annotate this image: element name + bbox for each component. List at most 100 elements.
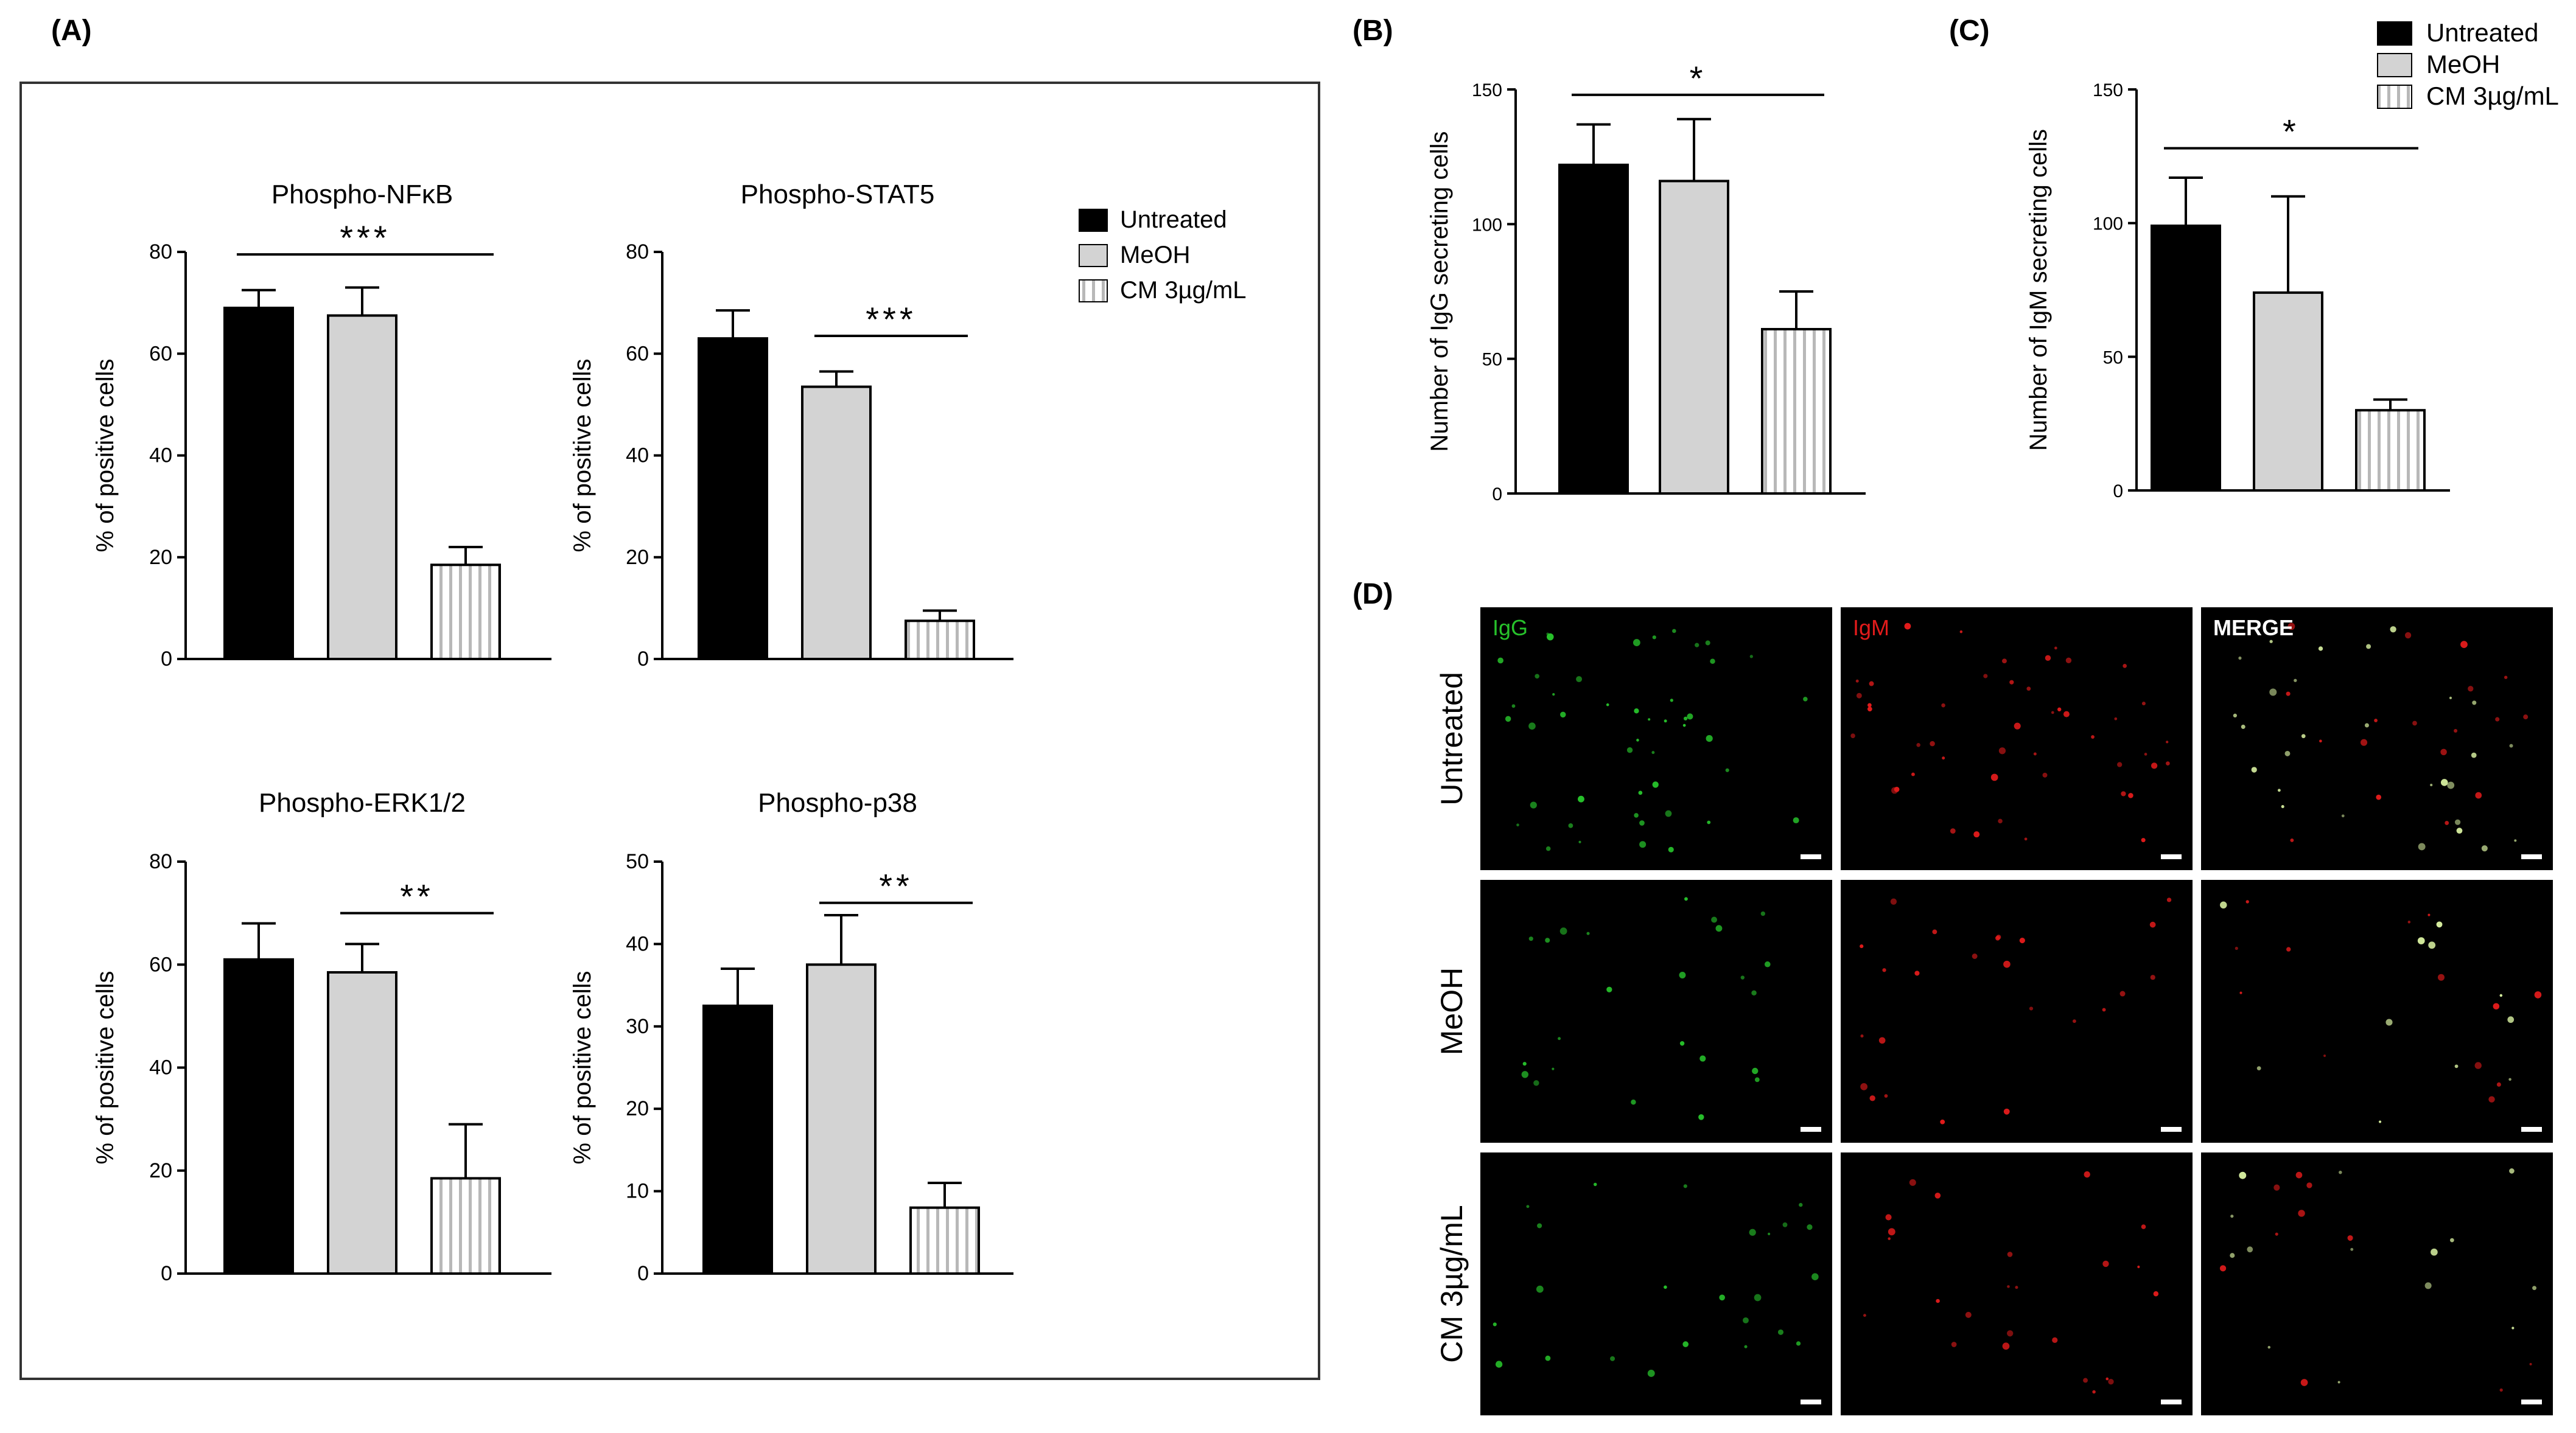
cell-spot	[1936, 1299, 1940, 1303]
cell-spot	[2287, 622, 2295, 630]
cell-spot	[2137, 1265, 2140, 1269]
y-tick-label: 100	[1472, 215, 1502, 235]
legend-bc-swatch-cm	[2377, 85, 2412, 109]
cell-spot	[2294, 678, 2297, 682]
cell-spot	[2430, 784, 2433, 787]
cell-spot	[1665, 810, 1672, 817]
cell-spot	[2245, 900, 2249, 904]
y-tick-label: 0	[2113, 481, 2123, 501]
cell-spot	[2091, 735, 2095, 739]
y-tick-label: 0	[1492, 484, 1502, 504]
cell-spot	[1631, 1100, 1636, 1105]
cell-spot	[2390, 626, 2396, 633]
cell-spot	[1684, 897, 1688, 901]
cell-spot	[1606, 986, 1612, 992]
cell-spot	[2514, 839, 2517, 842]
cell-spot	[2360, 739, 2368, 746]
cell-spot	[1578, 840, 1581, 843]
cell-spot	[2298, 1210, 2305, 1217]
cell-spot	[1725, 768, 1729, 772]
y-tick-label: 100	[2093, 214, 2123, 234]
cell-spot	[2493, 1003, 2500, 1010]
cell-spot	[2026, 686, 2031, 691]
cell-spot	[2015, 1286, 2018, 1289]
cell-spot	[2239, 1171, 2247, 1179]
significance-label: ***	[866, 300, 916, 338]
cell-spot	[2509, 1168, 2515, 1174]
cell-spot	[1803, 697, 1808, 702]
cell-spot	[2065, 657, 2072, 664]
cell-spot	[2051, 711, 2054, 714]
cell-spot	[1754, 1077, 1760, 1083]
cell-spot	[2323, 1054, 2326, 1058]
cell-spot	[1668, 846, 1674, 852]
cell-spot	[1633, 639, 1640, 646]
cell-spot	[2003, 1108, 2010, 1115]
cell-spot	[1516, 823, 1519, 827]
chart-igm-secreting: Number of IgM secreting cells 0 50 100 150 *	[2025, 80, 2450, 501]
legend-a-swatch-meoh	[1079, 244, 1108, 267]
cell-spot	[1521, 1071, 1529, 1078]
bar-cm	[905, 619, 975, 660]
cell-spot	[1552, 692, 1555, 696]
cell-spot	[1710, 658, 1715, 664]
y-tick-label: 80	[149, 850, 172, 873]
y-tick-label: 40	[626, 444, 649, 467]
chart-phospho-stat5: Phospho-STAT5 % of positive cells 0 20 40 60 8…	[569, 180, 1013, 671]
cell-spot	[2019, 937, 2025, 944]
cell-spot	[2235, 946, 2238, 950]
y-tick-label: 0	[161, 647, 172, 671]
cell-spot	[2123, 663, 2127, 668]
micrograph-column-label: IgM	[1853, 615, 1889, 640]
y-tick-label: 20	[149, 1159, 172, 1182]
micrograph-image	[2201, 607, 2553, 870]
cell-spot	[1493, 1322, 1497, 1327]
cell-spot	[2509, 744, 2513, 748]
legend-bc-label-cm: CM 3µg/mL	[2426, 82, 2559, 110]
cell-spot	[1511, 704, 1516, 708]
cell-spot	[1914, 971, 1920, 976]
cell-spot	[1648, 718, 1651, 721]
cell-spot	[1545, 938, 1550, 943]
cell-spot	[1867, 703, 1872, 708]
cell-spot	[1670, 699, 1673, 702]
y-tick-label: 50	[626, 850, 649, 873]
scale-bar	[2161, 854, 2182, 859]
cell-spot	[2009, 680, 2014, 685]
cell-spot	[2532, 1286, 2537, 1291]
cell-spot	[2454, 819, 2461, 825]
cell-spot	[2166, 898, 2172, 902]
y-tick-label: 20	[626, 546, 649, 569]
cell-spot	[1940, 1119, 1945, 1124]
cell-spot	[1546, 632, 1550, 636]
cell-spot	[2341, 814, 2345, 818]
micrograph-image	[2201, 880, 2553, 1143]
cell-spot	[2337, 1381, 2340, 1384]
micrograph-column-label: MERGE	[2213, 615, 2294, 640]
y-axis-label: Number of IgM secreting cells	[2025, 129, 2052, 451]
cell-spot	[2376, 794, 2382, 800]
cell-spot	[2529, 1362, 2532, 1365]
cell-spot	[2052, 1337, 2058, 1343]
bar-cm	[1761, 327, 1832, 495]
cell-spot	[2300, 1379, 2308, 1386]
y-tick-label: 50	[2103, 347, 2123, 368]
cell-spot	[1706, 734, 1713, 742]
cell-spot	[2496, 1082, 2501, 1087]
cell-spot	[2003, 960, 2011, 968]
cell-spot	[1664, 1285, 1667, 1289]
cell-spot	[1909, 1179, 1916, 1186]
cell-spot	[1934, 1193, 1941, 1199]
cell-spot	[1793, 817, 1799, 824]
micrograph-row-label: Untreated	[1435, 672, 1469, 806]
cell-spot	[2385, 1019, 2393, 1026]
y-axis-label: % of positive cells	[92, 971, 119, 1165]
cell-spot	[1651, 751, 1655, 755]
cell-spot	[1606, 703, 1609, 706]
cell-spot	[1959, 630, 1963, 633]
cell-spot	[2151, 762, 2158, 769]
bar-untreated	[223, 306, 294, 660]
cell-spot	[2427, 913, 2431, 916]
cell-spot	[1639, 841, 1647, 848]
cell-spot	[2454, 1064, 2459, 1069]
